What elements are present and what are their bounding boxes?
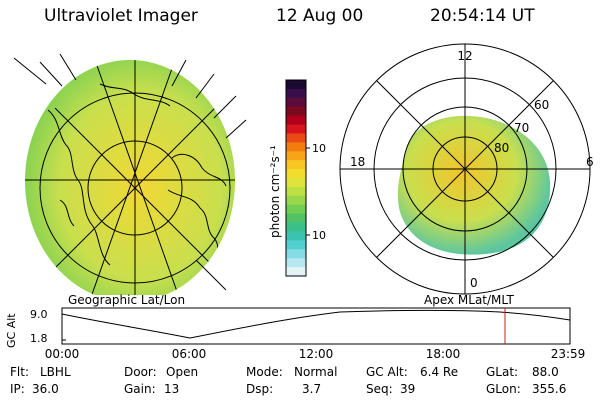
- colorbar-band: [286, 249, 306, 259]
- orbit-ylabel: GC Alt: [5, 313, 18, 348]
- mlat-label-80: 80: [494, 141, 509, 155]
- info-value-flt: LBHL: [40, 365, 71, 379]
- colorbar-band: [286, 186, 306, 197]
- colorbar-band: [286, 133, 306, 143]
- colorbar-scale: [286, 80, 306, 277]
- colorbar-band: [286, 124, 306, 134]
- mlt-label-0: 0: [470, 276, 478, 290]
- info-key-dsp: Dsp:: [246, 382, 274, 396]
- colorbar: 100 10 photon cm⁻²s⁻¹: [268, 79, 326, 277]
- geographic-image: [13, 53, 247, 295]
- mlt-label-6: 6: [586, 155, 594, 169]
- mlat-label-70: 70: [514, 121, 529, 135]
- colorbar-band: [286, 151, 306, 161]
- info-key-ip: IP:: [10, 382, 25, 396]
- colorbar-band: [286, 97, 306, 108]
- colorbar-band: [286, 231, 306, 241]
- magnetic-polar-plot: 12 18 6 0 60 70 80: [339, 43, 594, 295]
- info-value-glon: 355.6: [532, 382, 567, 396]
- colorbar-band: [286, 88, 306, 99]
- orbit-xtick: 23:59: [551, 347, 586, 361]
- coastline: [59, 199, 75, 227]
- info-value-mode: Normal: [294, 365, 338, 379]
- time-label: 20:54:14 UT: [430, 6, 535, 26]
- info-key-seq: Seq:: [366, 382, 393, 396]
- mlat-label-60: 60: [534, 98, 549, 112]
- colorbar-unit-label: photon cm⁻²s⁻¹: [268, 145, 282, 238]
- colorbar-band: [286, 142, 306, 152]
- orbit-plot-frame: [61, 307, 571, 345]
- colorbar-band: [286, 80, 306, 90]
- orbit-xtick: 12:00: [299, 347, 334, 361]
- colorbar-band: [286, 258, 306, 268]
- mlt-meridians: [340, 44, 590, 294]
- orbit-altitude-plot: GC Alt 9.0 1.8 00:00 06:00 12:00 18:00 2…: [5, 307, 586, 361]
- instrument-title: Ultraviolet Imager: [44, 6, 198, 26]
- mlt-label-18: 18: [350, 155, 365, 169]
- date-label: 12 Aug 00: [276, 6, 364, 26]
- colorbar-frame: [285, 79, 307, 277]
- colorbar-band: [286, 267, 306, 277]
- coastline: [47, 109, 111, 266]
- info-value-ip: 36.0: [32, 382, 59, 396]
- orbit-xtick: 00:00: [45, 347, 80, 361]
- colorbar-band: [286, 222, 306, 232]
- info-value-seq: 39: [400, 382, 416, 396]
- info-value-gain: 13: [164, 382, 180, 396]
- colorbar-band: [286, 240, 306, 250]
- geographic-grid-outer: [13, 53, 247, 291]
- colorbar-band: [286, 195, 306, 206]
- orbit-ytick-high: 9.0: [30, 308, 48, 321]
- coastline: [99, 83, 171, 107]
- mlt-label-12: 12: [457, 49, 472, 63]
- magnetic-auroral-oval: [397, 115, 551, 255]
- info-value-glat: 88.0: [532, 365, 559, 379]
- orbit-altitude-curve: [61, 310, 571, 339]
- apex-caption: Apex MLat/MLT: [424, 293, 514, 307]
- colorbar-tick-10: 10: [312, 229, 326, 242]
- colorbar-band: [286, 106, 306, 117]
- orbit-xtick: 06:00: [172, 347, 207, 361]
- info-value-gcalt: 6.4 Re: [420, 365, 459, 379]
- info-key-flt: Flt:: [10, 365, 29, 379]
- colorbar-band: [286, 115, 306, 126]
- geographic-caption: Geographic Lat/Lon: [68, 293, 186, 307]
- orbit-xtick: 18:00: [426, 347, 461, 361]
- info-key-mode: Mode:: [246, 365, 283, 379]
- info-key-gain: Gain:: [124, 382, 156, 396]
- orbit-ytick-low: 1.8: [30, 332, 48, 345]
- colorbar-band: [286, 204, 306, 215]
- geographic-grid: [25, 60, 235, 295]
- info-key-door: Door:: [124, 365, 157, 379]
- colorbar-band: [286, 213, 306, 224]
- info-key-gcalt: GC Alt:: [366, 365, 408, 379]
- info-key-glat: GLat:: [486, 365, 519, 379]
- colorbar-band: [286, 178, 306, 188]
- geographic-auroral-disk: [25, 60, 235, 295]
- info-value-dsp: 3.7: [302, 382, 322, 396]
- colorbar-band: [286, 169, 306, 179]
- info-key-glon: GLon:: [486, 382, 521, 396]
- info-value-door: Open: [166, 365, 199, 379]
- colorbar-tick-100: 100: [312, 142, 326, 155]
- colorbar-band: [286, 160, 306, 170]
- coastline: [171, 153, 227, 187]
